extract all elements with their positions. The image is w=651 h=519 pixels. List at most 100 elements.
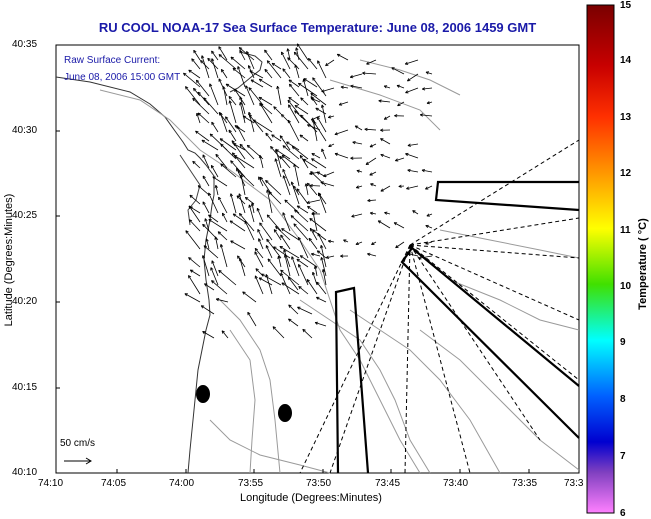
current-vector-head [250,203,253,207]
current-vector-head [258,78,262,82]
current-vector-head [310,93,313,97]
current-vector-head [316,281,318,286]
current-vector [291,256,300,277]
y-tick: 40:25 [12,210,38,221]
current-vector-head [212,176,215,180]
current-vector [300,114,318,133]
current-vector [370,212,377,215]
current-vector [207,57,219,70]
current-vector-head [239,102,241,106]
current-vector [275,149,291,160]
current-vector-head [225,83,229,87]
current-vector [277,86,282,106]
current-vector [321,148,327,160]
current-vector [209,83,219,106]
current-vector [232,67,246,79]
current-vector [391,67,405,75]
current-vector [265,180,282,196]
current-vector [267,258,282,277]
current-vector [230,240,246,250]
current-vector [365,157,377,165]
current-vector [306,279,318,295]
current-vector [350,73,363,78]
current-vector-head [320,245,322,249]
current-vector-head [396,85,400,88]
current-vector-head [320,181,324,185]
current-vector [316,250,327,259]
y-tick: 40:30 [12,125,38,136]
current-vector-head [321,269,324,273]
current-vector-head [284,199,287,203]
current-vector-head [293,163,295,167]
current-vector-head [367,200,371,203]
current-vector-head [307,206,310,210]
current-vector [384,212,391,215]
current-vector [288,104,300,124]
current-vector [369,171,377,176]
current-vector-head [237,170,240,174]
current-vector-head [185,230,187,234]
current-vector [407,169,419,173]
current-vector-head [297,306,300,310]
current-vector-head [188,257,191,261]
current-vector [380,154,391,159]
current-vector-head [422,88,426,91]
current-vector [350,85,363,89]
current-vector [282,212,291,232]
current-vector-head [340,86,344,89]
current-vector [189,194,201,205]
current-vector [281,51,291,70]
current-vector-head [248,87,251,91]
current-vector [239,258,246,277]
current-vector [308,238,318,250]
current-vector-head [327,240,331,243]
current-vector [233,155,255,169]
current-vector [271,62,282,70]
current-vector-head [195,130,198,134]
current-vector [334,129,349,135]
current-vector-head [279,246,282,250]
current-vector-head [242,115,246,119]
current-vector [283,175,291,196]
current-vector [259,103,273,115]
current-vector [242,291,257,303]
current-vector [323,171,335,177]
current-vector-head [294,105,297,109]
current-vector [370,183,377,187]
current-vector [215,153,228,169]
current-vector [196,112,201,124]
current-vector [248,87,264,106]
current-vector-head [309,185,313,188]
x-tick: 73:55 [238,478,264,489]
current-vector [266,238,282,259]
current-vector [281,282,300,295]
current-vector-head [276,86,278,90]
current-vector [258,238,264,250]
current-vector-head [407,145,411,147]
current-vector [229,100,237,124]
current-vector-head [207,58,210,62]
current-vector-head [271,134,274,138]
current-vector [196,79,210,97]
current-vector-head [383,85,387,89]
current-vector-head [193,88,195,92]
current-vector-head [282,68,284,72]
coastline-inner [179,154,201,226]
current-vector [313,121,327,142]
current-vector-head [229,220,232,224]
current-vector [258,277,273,286]
current-vector-head [307,124,310,128]
current-vector [229,220,246,232]
current-vector-head [246,145,249,149]
colorbar-tick: 8 [620,394,626,405]
current-vector [265,245,273,259]
current-vector-head [259,222,261,226]
current-vector-head [209,133,212,137]
current-vector [222,212,228,223]
current-vector [288,97,300,106]
current-vector [325,59,335,66]
current-vector-head [250,79,254,83]
current-vector [210,267,219,286]
current-vector-head [204,283,207,287]
colorbar-tick: 14 [620,55,632,66]
